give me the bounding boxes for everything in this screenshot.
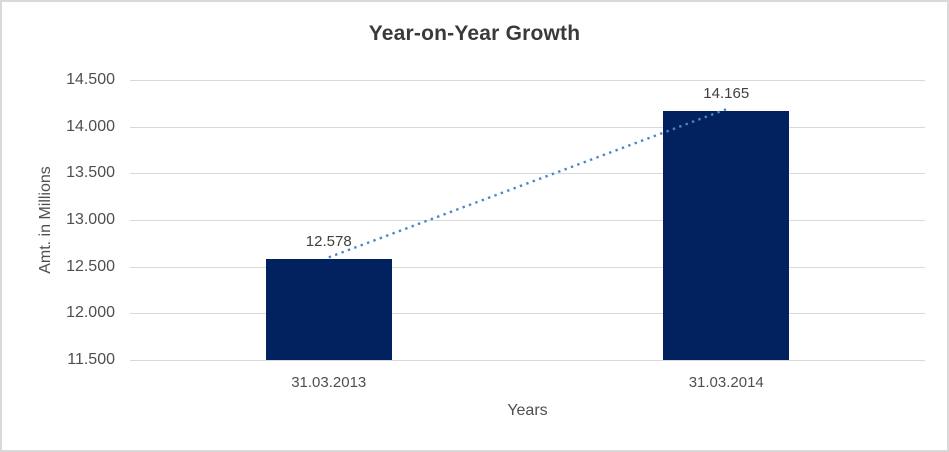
gridline <box>130 173 925 175</box>
bar-31.03.2014[interactable] <box>663 111 790 360</box>
x-tick-label: 31.03.2014 <box>688 374 764 391</box>
y-tick-label: 12.000 <box>66 304 115 322</box>
bar-value-label: 12.578 <box>305 233 352 251</box>
x-tick-label: 31.03.2013 <box>291 374 367 391</box>
y-tick-label: 12.500 <box>66 257 115 275</box>
gridline <box>130 313 925 315</box>
y-tick-label: 14.500 <box>66 71 115 88</box>
x-axis-title: Years <box>507 402 548 419</box>
gridline <box>130 266 925 268</box>
bar-31.03.2013[interactable] <box>265 259 392 360</box>
gridline <box>130 126 925 128</box>
gridline <box>130 220 925 221</box>
y-tick-label: 11.500 <box>67 351 115 368</box>
chart-title: Year-on-Year Growth <box>368 22 581 45</box>
gridline <box>130 360 925 361</box>
gridline <box>130 80 925 81</box>
y-axis-tick-labels: 11.500 12.000 12.500 13.000 13.500 14.000 14.5… <box>2 2 115 450</box>
plot-area: 12.578 31.03.2013 14.165 31.03.2014 <box>130 80 925 391</box>
trendline[interactable] <box>130 80 925 360</box>
y-tick-label: 13.000 <box>66 211 115 228</box>
bar-value-label: 14.165 <box>703 85 750 103</box>
y-tick-label: 14.000 <box>66 117 115 135</box>
y-tick-label: 13.500 <box>66 164 115 182</box>
